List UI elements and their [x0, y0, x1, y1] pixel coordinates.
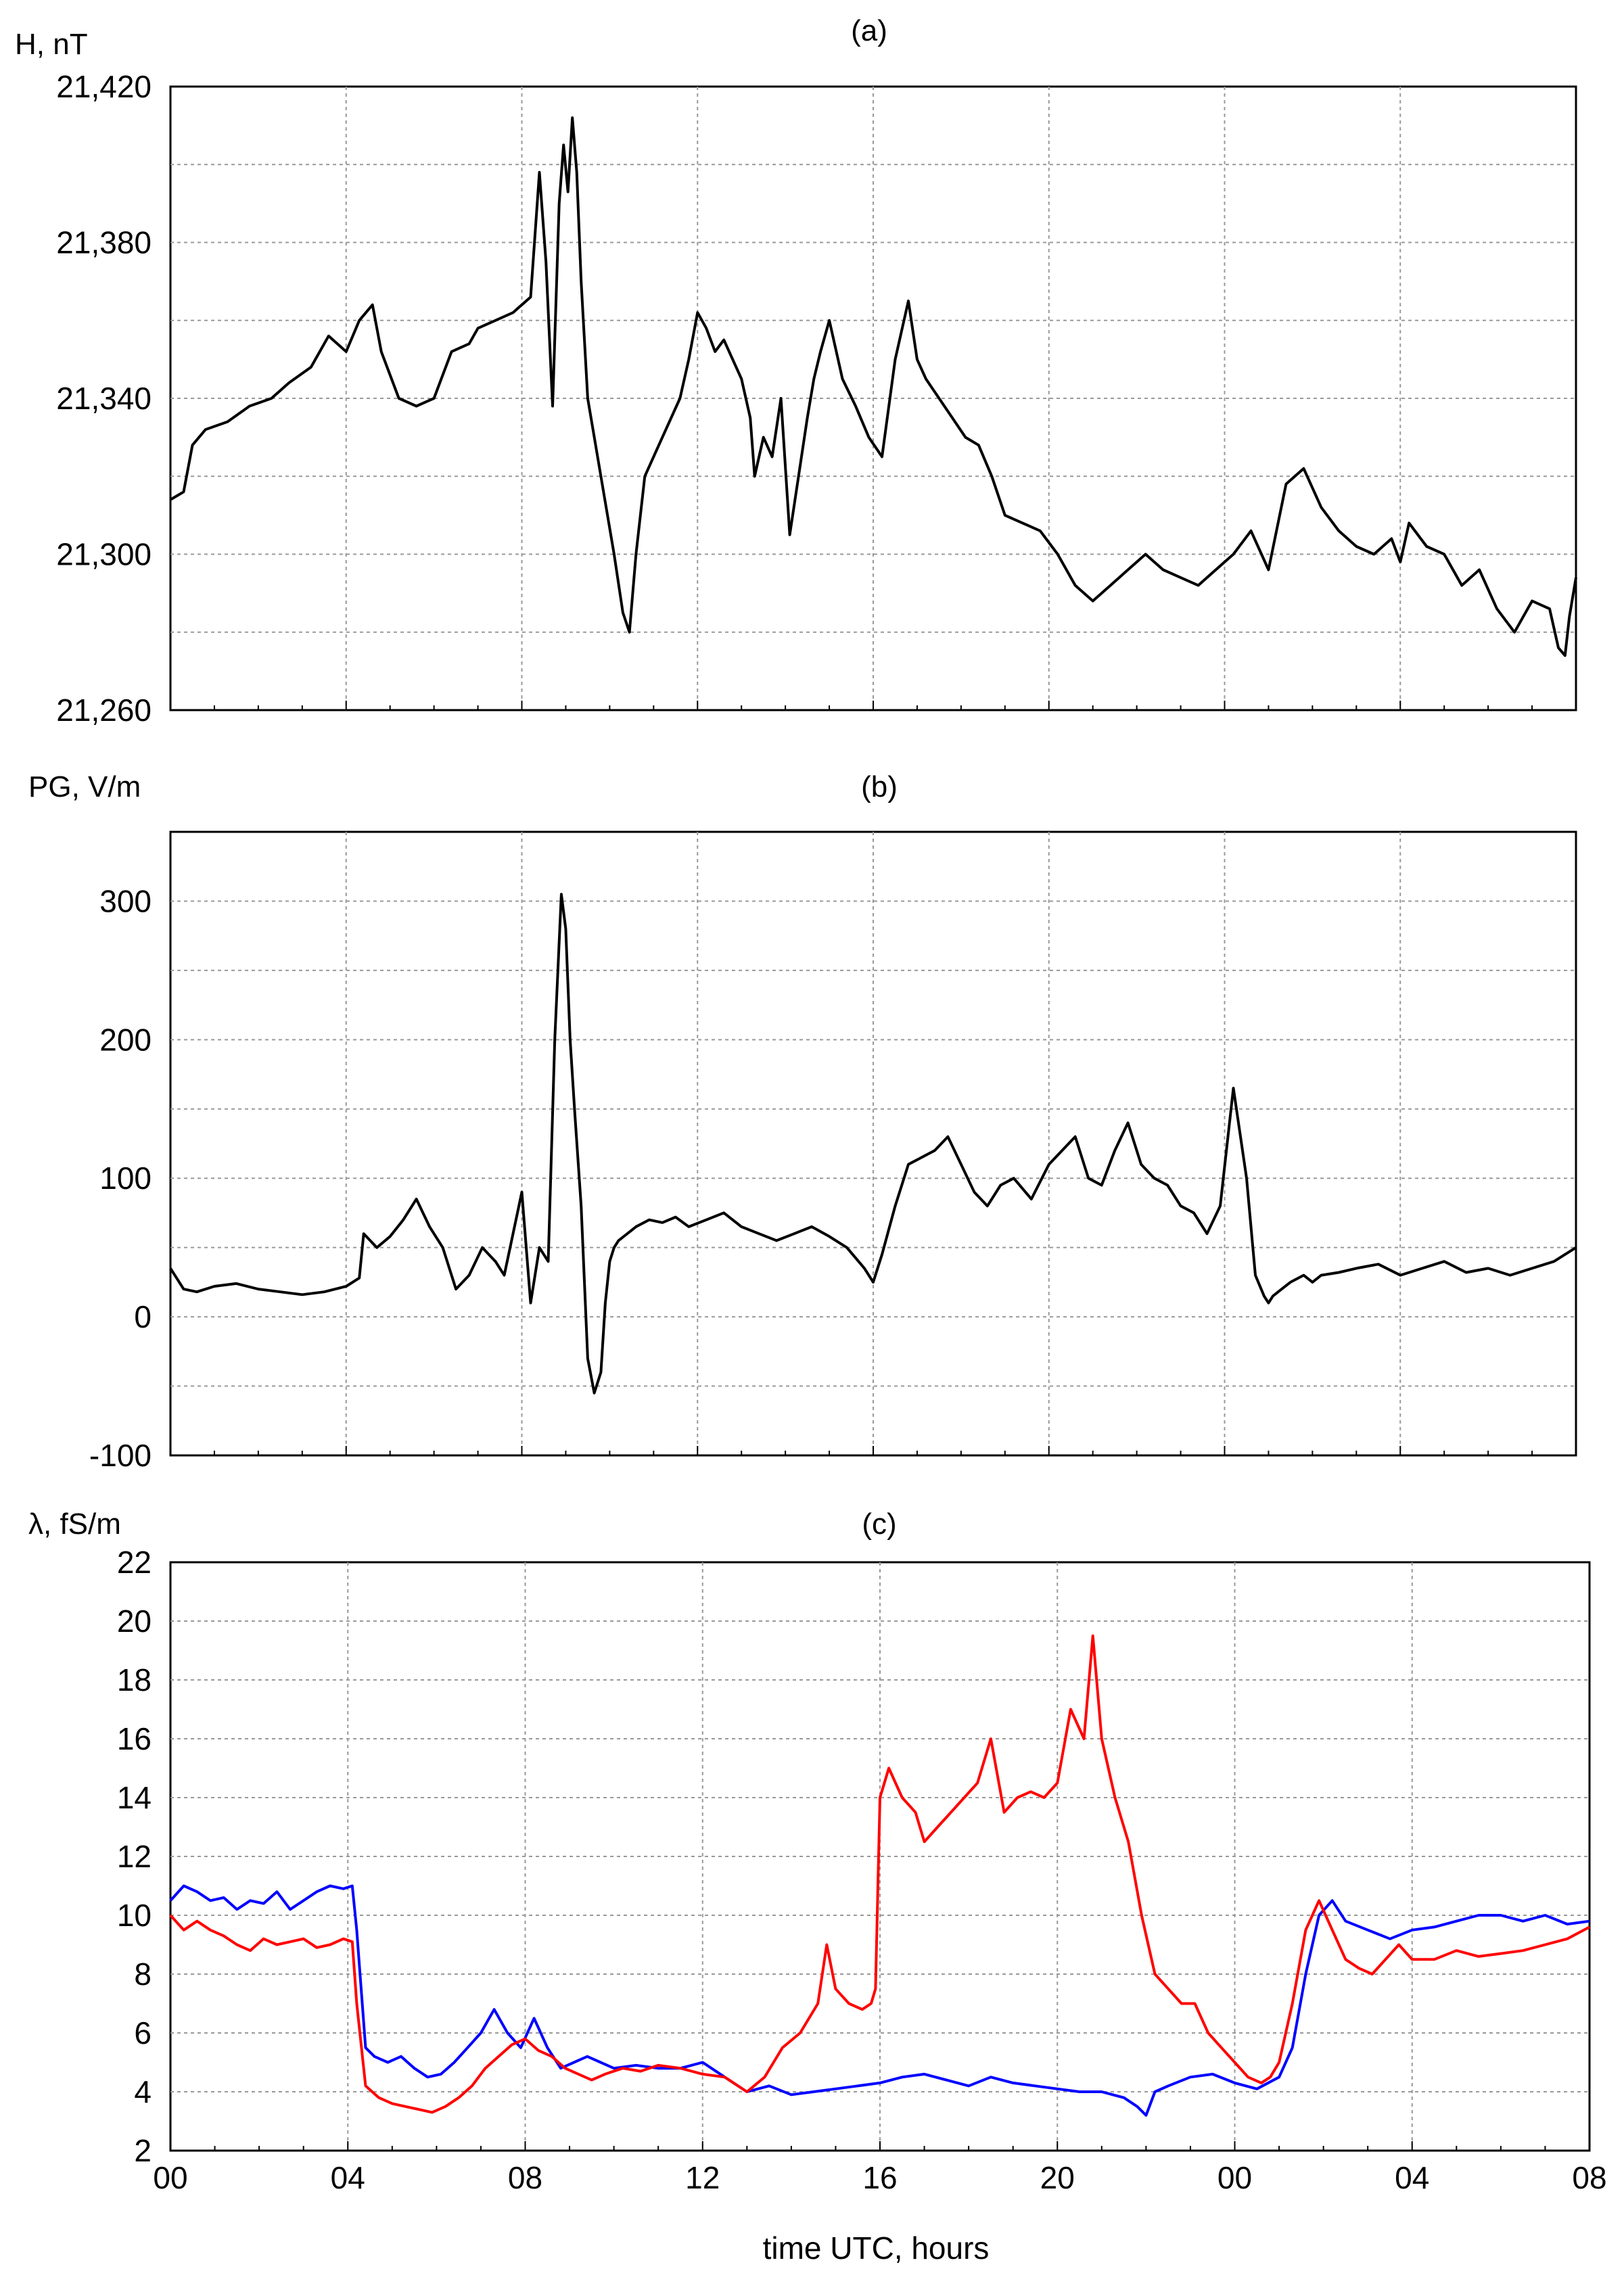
- series-line-c-0: [169, 1884, 1590, 2117]
- panel-a-ylabel: H, nT: [15, 28, 88, 61]
- series-line-a-0: [169, 116, 1577, 657]
- y-tick-label: 21,420: [56, 69, 152, 104]
- y-tick-label: 21,380: [56, 225, 152, 260]
- panel-b-ylabel: PG, V/m: [28, 770, 141, 803]
- panel-c-label: (c): [862, 1507, 896, 1541]
- panel-a-ticklabels: 21,260 21,300 21,340 21,380 21,420: [56, 69, 152, 728]
- y-tick-label: 21,300: [56, 537, 152, 572]
- panel-c: (c) λ, fS/m 2 4 6 8 10 12 14 16 18 20 22 00 04 08 12 16…: [28, 1507, 1607, 2266]
- y-tick-label: 22: [117, 1545, 152, 1580]
- panel-b-ticklabels: -100 0 100 200 300: [89, 883, 152, 1473]
- x-tick-label: 12: [685, 2160, 720, 2195]
- y-tick-label: 21,260: [56, 693, 152, 728]
- panel-a: (a) H, nT 21,260 21,300 21,340 21,380 21,420: [15, 14, 1577, 728]
- y-tick-label: 8: [134, 1957, 152, 1992]
- x-tick-label: 20: [1040, 2160, 1075, 2195]
- y-tick-label: 18: [117, 1662, 152, 1698]
- panel-a-series: [169, 116, 1577, 657]
- y-tick-label: 21,340: [56, 381, 152, 416]
- panel-b-grid: [170, 832, 1576, 1455]
- y-tick-label: 0: [134, 1299, 152, 1334]
- y-tick-label: 200: [99, 1022, 152, 1057]
- x-tick-label: 08: [508, 2160, 542, 2195]
- series-line-b-0: [169, 893, 1577, 1395]
- panel-b: (b) PG, V/m -100 0 100 200 300: [28, 770, 1577, 1473]
- x-tick-label: 00: [1217, 2160, 1252, 2195]
- y-tick-label: 20: [117, 1603, 152, 1639]
- x-tick-label: 00: [153, 2160, 187, 2195]
- panel-b-label: (b): [861, 770, 898, 803]
- x-tick-label: 04: [331, 2160, 365, 2195]
- y-tick-label: 4: [134, 2074, 152, 2109]
- y-tick-label: -100: [89, 1438, 152, 1473]
- y-tick-label: 6: [134, 2015, 152, 2051]
- y-tick-label: 300: [99, 883, 152, 918]
- y-tick-label: 12: [117, 1839, 152, 1874]
- x-tick-label: 08: [1572, 2160, 1606, 2195]
- series-line-c-1: [169, 1634, 1590, 2114]
- panel-c-grid: [170, 1562, 1590, 2151]
- panel-c-ticklabels: 2 4 6 8 10 12 14 16 18 20 22 00 04 08 12 16 20 00 04 08: [117, 1545, 1607, 2195]
- x-tick-label: 16: [862, 2160, 897, 2195]
- y-tick-label: 100: [99, 1161, 152, 1196]
- panel-a-grid: [170, 87, 1576, 710]
- panel-b-series: [169, 893, 1577, 1395]
- panel-c-ylabel: λ, fS/m: [28, 1507, 121, 1541]
- y-tick-label: 2: [134, 2133, 152, 2168]
- x-tick-label: 04: [1395, 2160, 1429, 2195]
- panel-c-xlabel: time UTC, hours: [763, 2230, 990, 2266]
- y-tick-label: 16: [117, 1721, 152, 1756]
- panel-c-series: [169, 1634, 1590, 2117]
- panel-a-label: (a): [851, 14, 887, 47]
- y-tick-label: 10: [117, 1898, 152, 1933]
- y-tick-label: 14: [117, 1780, 152, 1815]
